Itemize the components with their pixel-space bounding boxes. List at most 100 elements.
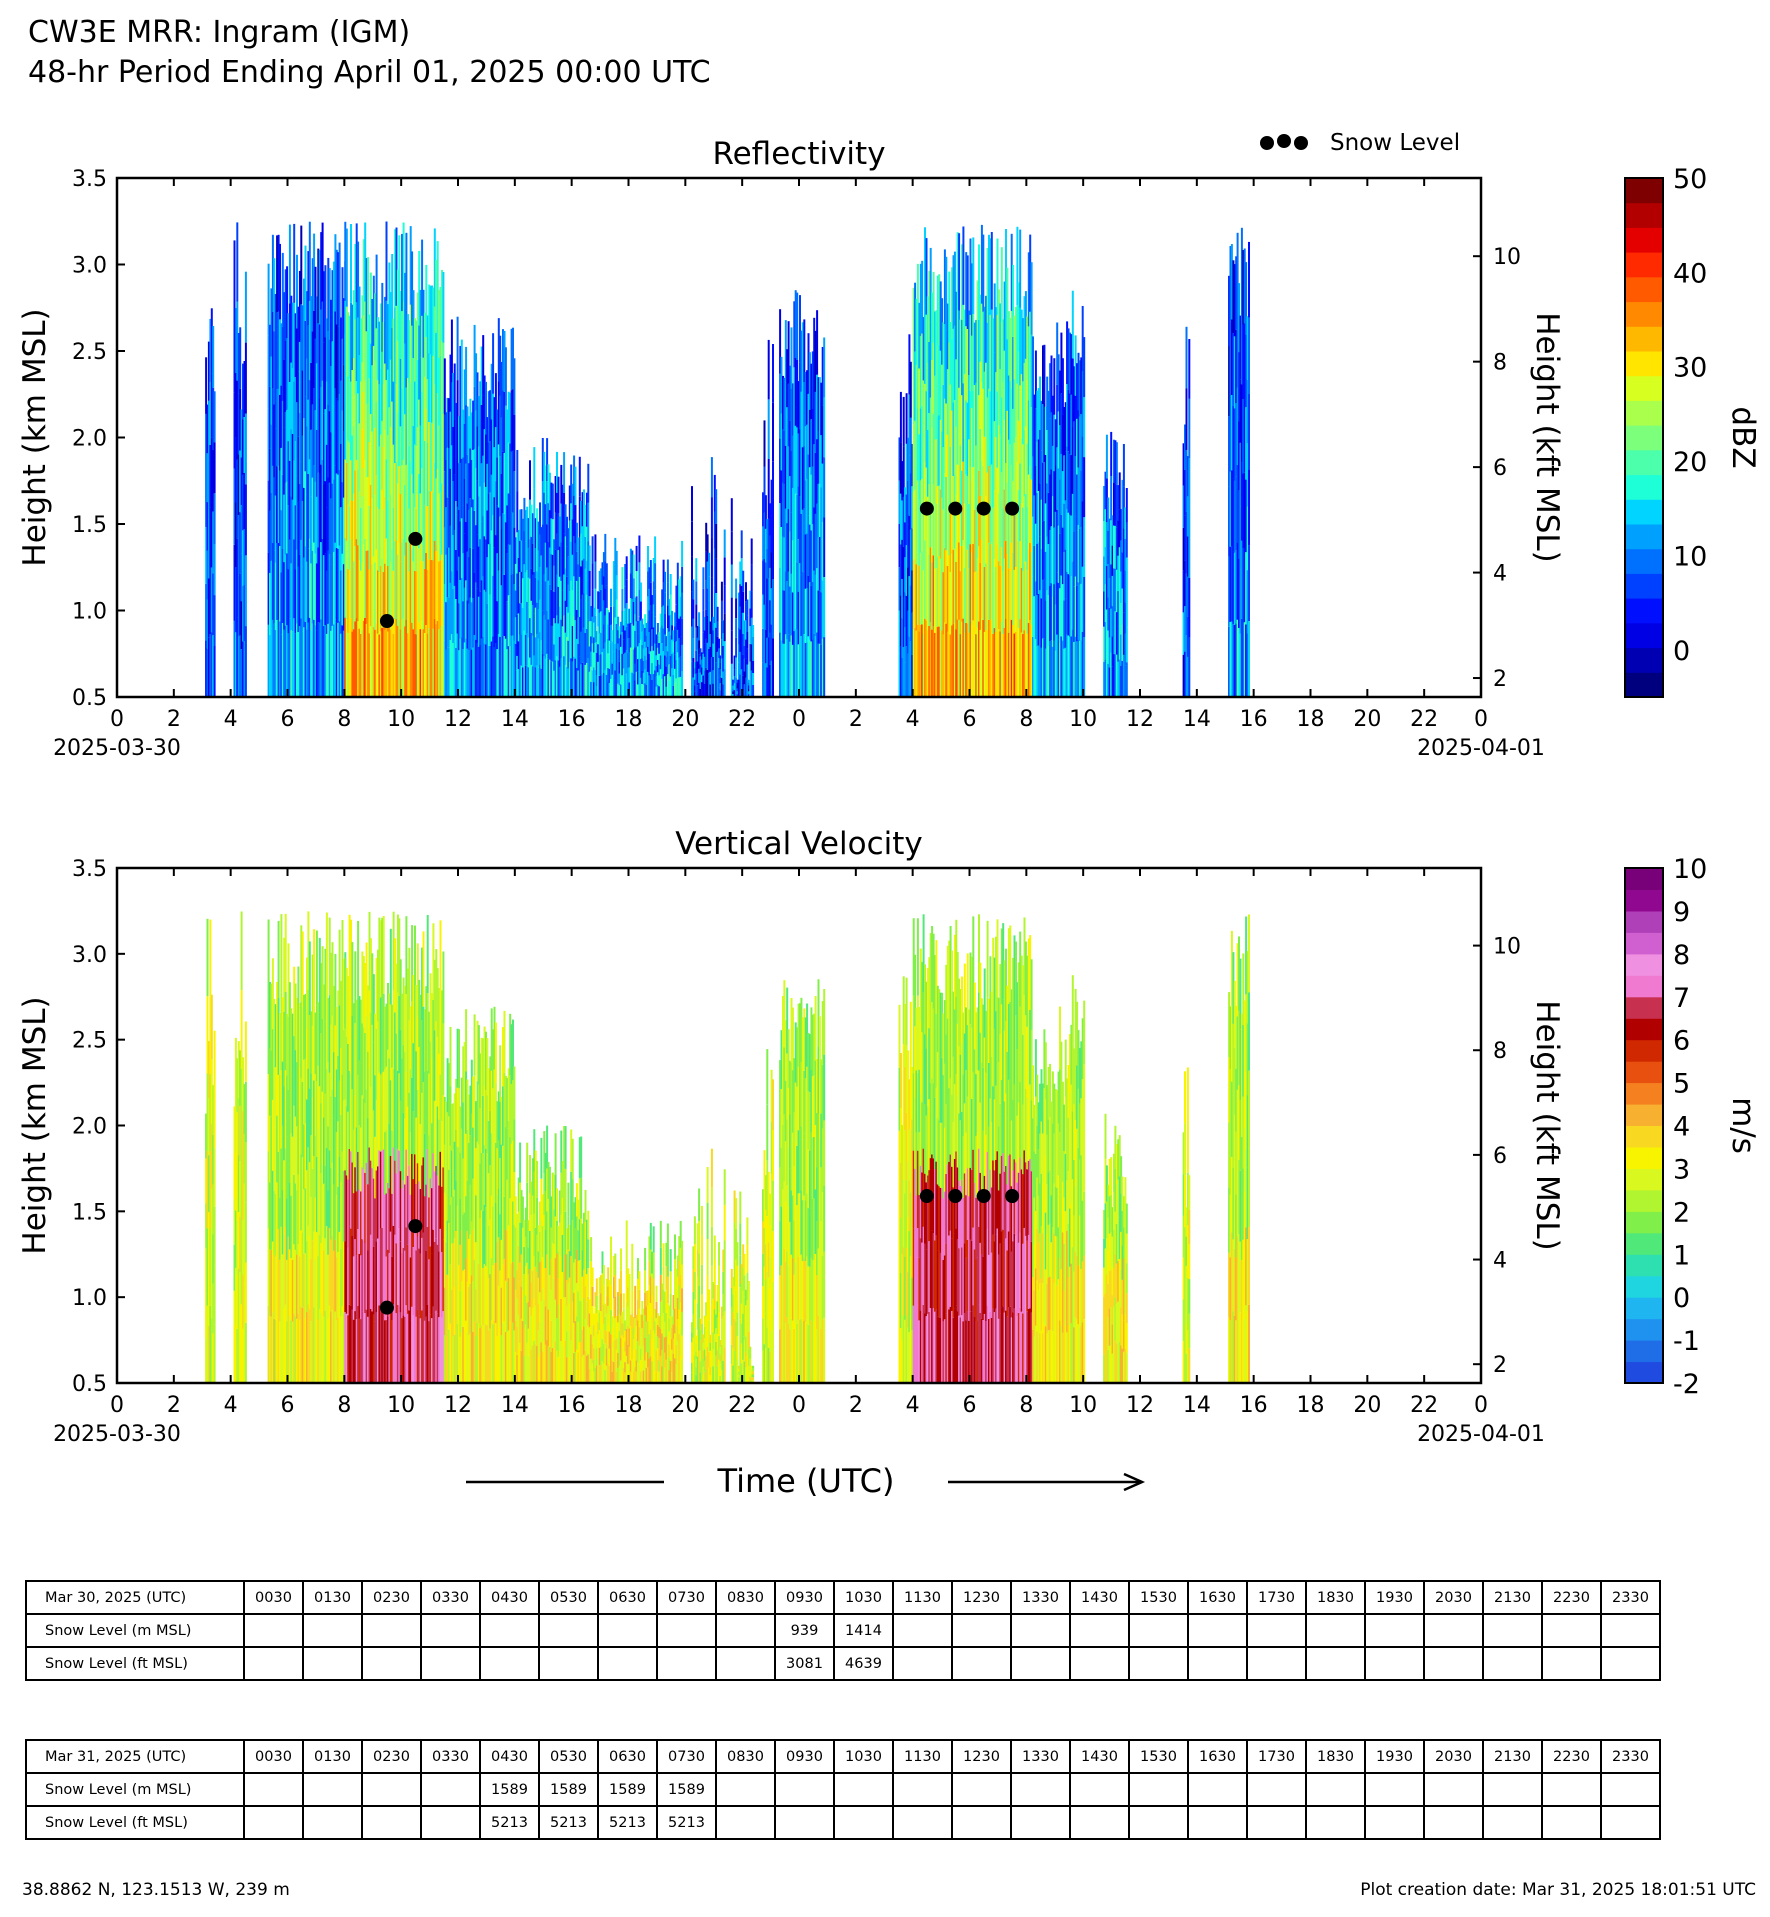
echo-cell	[1067, 451, 1070, 513]
echo-cell	[587, 580, 590, 620]
echo-cell	[719, 690, 722, 697]
echo-cell	[1036, 390, 1039, 442]
echo-cell	[593, 637, 595, 653]
echo-cell	[578, 1342, 581, 1383]
echo-cell	[314, 481, 317, 554]
echo-cell	[929, 397, 932, 473]
echo-cell	[367, 623, 370, 697]
echo-cell	[818, 590, 821, 644]
echo-cell	[320, 309, 323, 388]
echo-cell	[409, 1257, 412, 1321]
echo-cell	[794, 561, 797, 630]
echo-cell	[1056, 509, 1059, 573]
echo-cell	[364, 380, 367, 460]
echo-cell	[304, 546, 307, 622]
echo-cell	[1242, 548, 1245, 623]
echo-cell	[207, 400, 210, 461]
echo-cell	[439, 1074, 442, 1152]
echo-cell	[395, 618, 398, 697]
echo-cell	[277, 1151, 280, 1229]
echo-cell	[983, 371, 986, 437]
echo-cell	[973, 322, 976, 385]
echo-cell	[662, 651, 665, 675]
echo-cell	[706, 669, 709, 697]
echo-cell	[638, 562, 641, 590]
echo-cell	[209, 571, 212, 634]
echo-cell	[780, 356, 783, 414]
echo-cell	[352, 493, 355, 562]
echo-cell	[1080, 357, 1083, 414]
echo-cell	[483, 1026, 486, 1086]
echo-cell	[509, 443, 512, 495]
echo-cell	[293, 539, 296, 619]
echo-cell	[712, 630, 715, 644]
echo-cell	[529, 1155, 531, 1193]
echo-cell	[513, 1172, 516, 1225]
echo-cell	[426, 1149, 429, 1227]
echo-cell	[1070, 394, 1073, 456]
echo-cell	[607, 682, 610, 697]
echo-cell	[533, 572, 536, 614]
echo-cell	[1060, 332, 1063, 394]
echo-cell	[398, 995, 401, 1074]
echo-cell	[550, 518, 553, 554]
echo-cell	[631, 623, 634, 649]
echo-cell	[1032, 456, 1034, 517]
echo-cell	[736, 691, 739, 695]
echo-cell	[287, 569, 290, 634]
echo-cell	[574, 620, 577, 659]
echo-cell	[382, 993, 385, 1072]
echo-cell	[486, 1210, 489, 1268]
echo-cell	[1026, 633, 1029, 697]
echo-cell	[598, 633, 601, 655]
echo-cell	[315, 1307, 318, 1383]
echo-cell	[577, 537, 580, 565]
echo-cell	[585, 628, 588, 663]
echo-cell	[577, 617, 580, 644]
echo-cell	[321, 1019, 324, 1092]
echo-cell	[499, 1101, 502, 1158]
echo-cell	[270, 1316, 273, 1383]
echo-cell	[352, 561, 355, 630]
echo-cell	[446, 1274, 449, 1329]
echo-cell	[494, 481, 497, 536]
echo-cell	[651, 612, 654, 630]
echo-cell	[922, 633, 925, 697]
echo-cell	[644, 683, 647, 697]
echo-cell	[453, 419, 456, 475]
echo-cell	[482, 516, 485, 577]
echo-cell	[718, 638, 720, 649]
echo-cell	[1185, 450, 1188, 512]
echo-cell	[627, 638, 630, 653]
echo-cell	[1013, 506, 1016, 570]
echo-cell	[293, 1036, 296, 1106]
echo-cell	[311, 550, 314, 624]
echo-cell	[281, 400, 284, 475]
echo-cell	[497, 570, 500, 634]
echo-cell	[575, 522, 578, 552]
echo-cell	[566, 576, 568, 607]
echo-cell	[409, 461, 412, 540]
echo-cell	[1070, 636, 1073, 697]
echo-cell	[361, 1167, 364, 1240]
echo-cell	[584, 1350, 587, 1383]
echo-cell	[492, 636, 495, 697]
echo-cell	[800, 452, 803, 514]
echo-cell	[277, 1229, 280, 1306]
echo-cell	[659, 641, 662, 656]
echo-cell	[715, 489, 718, 524]
echo-cell	[1105, 434, 1108, 479]
echo-cell	[1022, 507, 1025, 571]
echo-cell	[573, 536, 576, 577]
echo-cell	[766, 637, 769, 668]
echo-cell	[789, 420, 792, 477]
echo-cell	[558, 1222, 561, 1255]
echo-cell	[313, 1080, 316, 1157]
echo-cell	[745, 658, 747, 678]
echo-cell	[627, 608, 630, 624]
echo-cell	[347, 568, 350, 633]
echo-cell	[357, 241, 360, 318]
echo-cell	[274, 562, 277, 630]
echo-cell	[499, 1157, 502, 1215]
echo-cell	[671, 625, 674, 640]
